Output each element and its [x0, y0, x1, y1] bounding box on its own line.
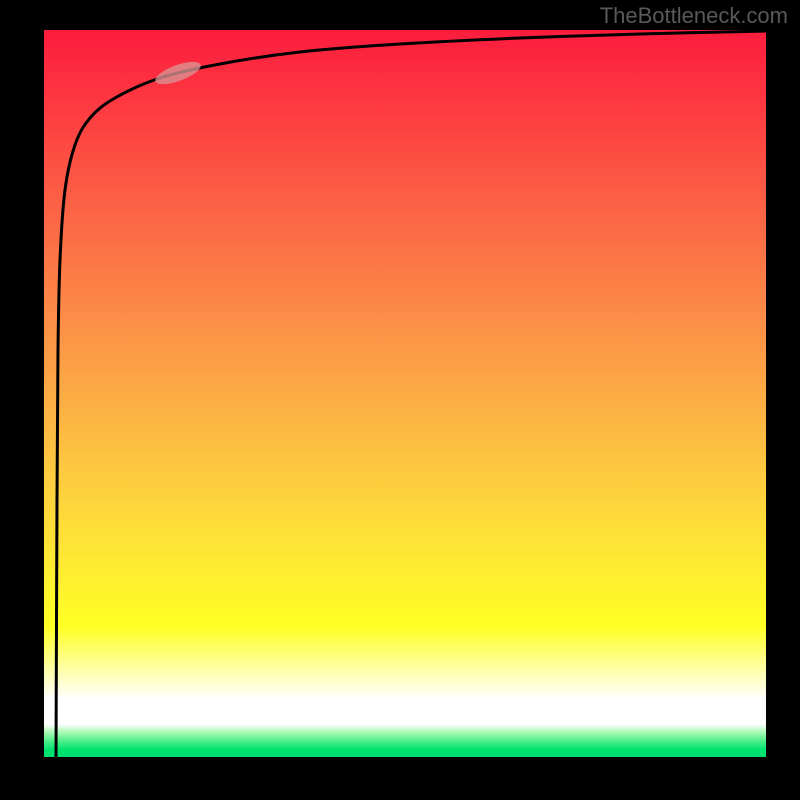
plot-area [44, 30, 766, 757]
attribution-text: TheBottleneck.com [600, 3, 788, 29]
bottleneck-curve [56, 31, 766, 757]
marker-pill [153, 57, 204, 88]
curve-layer [0, 0, 800, 800]
chart-frame: TheBottleneck.com [0, 0, 800, 800]
